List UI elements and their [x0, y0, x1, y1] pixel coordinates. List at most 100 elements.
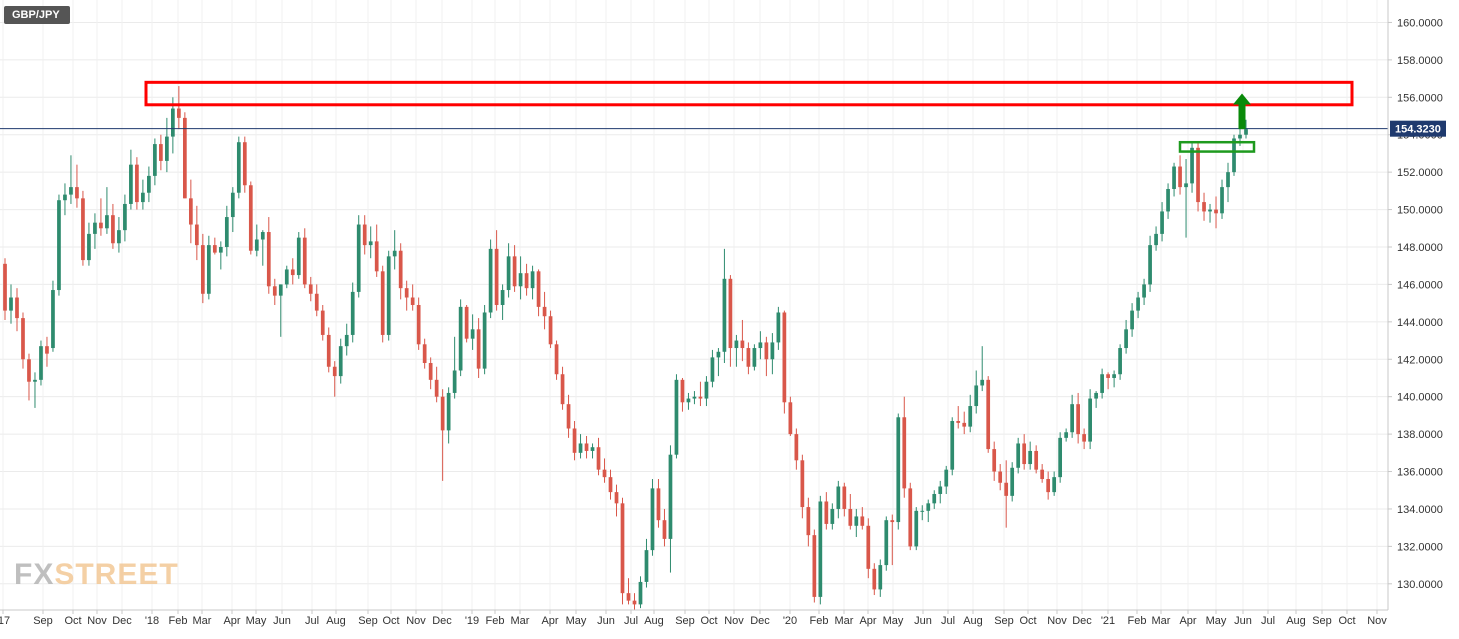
x-tick-label: Jun: [1234, 615, 1252, 627]
candle-body: [230, 192, 235, 218]
candle: [1076, 392, 1080, 444]
candle: [1220, 179, 1224, 219]
x-tick-label: Dec: [432, 615, 452, 627]
candle: [788, 396, 793, 436]
candle-body: [362, 224, 367, 246]
candle-body: [848, 508, 853, 526]
candle: [404, 280, 409, 311]
y-tick-label: 140.0000: [1397, 392, 1443, 404]
candle-body: [482, 312, 487, 369]
candle: [51, 280, 55, 352]
candle-body: [950, 421, 955, 470]
candle-body: [968, 406, 973, 427]
candle: [194, 205, 199, 261]
candle-body: [57, 200, 61, 291]
candle: [932, 490, 937, 509]
candle-body: [866, 525, 871, 569]
candle-body: [236, 142, 241, 193]
candle-body: [212, 245, 217, 253]
candle-body: [1244, 129, 1248, 135]
candle-body: [81, 198, 85, 261]
candle: [296, 232, 301, 279]
candle-body: [1226, 172, 1230, 188]
candle: [1010, 462, 1015, 502]
candle-body: [824, 501, 829, 524]
candle: [1052, 471, 1057, 496]
candle-body: [1196, 147, 1200, 203]
candle-body: [111, 215, 115, 244]
x-tick-label: May: [1206, 615, 1227, 627]
candle: [842, 482, 847, 517]
candle: [356, 215, 361, 298]
candle: [1004, 460, 1009, 528]
candle: [650, 479, 655, 556]
candle-body: [1076, 404, 1080, 435]
candle-body: [75, 187, 79, 199]
candle: [602, 458, 607, 483]
candle: [302, 228, 307, 289]
x-tick-label: Sep: [1312, 615, 1332, 627]
x-tick-label: Oct: [700, 615, 717, 627]
candle: [632, 593, 637, 610]
candle: [698, 381, 703, 407]
candle: [1058, 432, 1063, 483]
candle-body: [914, 510, 919, 547]
candle: [1214, 196, 1218, 229]
resistance-zone-box: [144, 80, 1354, 107]
candle: [153, 138, 157, 186]
candle-body: [542, 306, 547, 317]
candle: [1184, 159, 1188, 238]
candle-body: [51, 290, 55, 349]
candle-body: [422, 344, 427, 364]
candle: [674, 374, 679, 459]
x-tick-label: Dec: [112, 615, 132, 627]
candle: [596, 437, 601, 476]
candle-body: [506, 256, 511, 291]
x-tick-label: Oct: [1338, 615, 1355, 627]
candle: [860, 507, 865, 530]
x-tick-label: Apr: [1179, 615, 1196, 627]
candle-body: [986, 379, 991, 450]
candle: [998, 464, 1003, 491]
candle-body: [434, 379, 439, 397]
candle-body: [171, 108, 175, 137]
candle: [986, 376, 991, 453]
candle-body: [410, 297, 415, 305]
candle: [644, 538, 649, 588]
candle-body: [27, 359, 31, 382]
candle-body: [416, 305, 421, 345]
candle: [33, 372, 37, 408]
candle-body: [1148, 245, 1152, 285]
candle-body: [159, 144, 163, 161]
candle-body: [500, 290, 505, 305]
candle: [728, 275, 733, 367]
candle-body: [764, 342, 769, 360]
candle-body: [710, 357, 715, 382]
candle: [566, 394, 571, 438]
candle: [9, 284, 13, 324]
candle-body: [296, 237, 301, 276]
candle-body: [1010, 467, 1015, 496]
candle: [938, 480, 943, 504]
watermark-fx: FX: [14, 558, 55, 591]
candle-body: [1142, 284, 1146, 298]
candle: [308, 276, 313, 302]
candle: [692, 391, 697, 405]
candle-body: [386, 256, 391, 335]
candle: [1208, 203, 1212, 223]
y-tick-label: 130.0000: [1397, 579, 1443, 591]
candle-body: [93, 222, 97, 234]
candle-body: [392, 250, 397, 257]
candle-body: [1070, 404, 1074, 433]
candle-body: [1034, 450, 1039, 470]
candle-body: [902, 417, 907, 489]
y-tick-label: 132.0000: [1397, 541, 1443, 553]
candle: [518, 256, 523, 300]
candle: [956, 406, 961, 429]
candle: [141, 179, 145, 210]
candle: [410, 284, 415, 311]
candle-body: [566, 404, 571, 429]
candle-body: [1022, 443, 1027, 465]
candle: [117, 217, 121, 253]
candle-body: [830, 508, 835, 524]
